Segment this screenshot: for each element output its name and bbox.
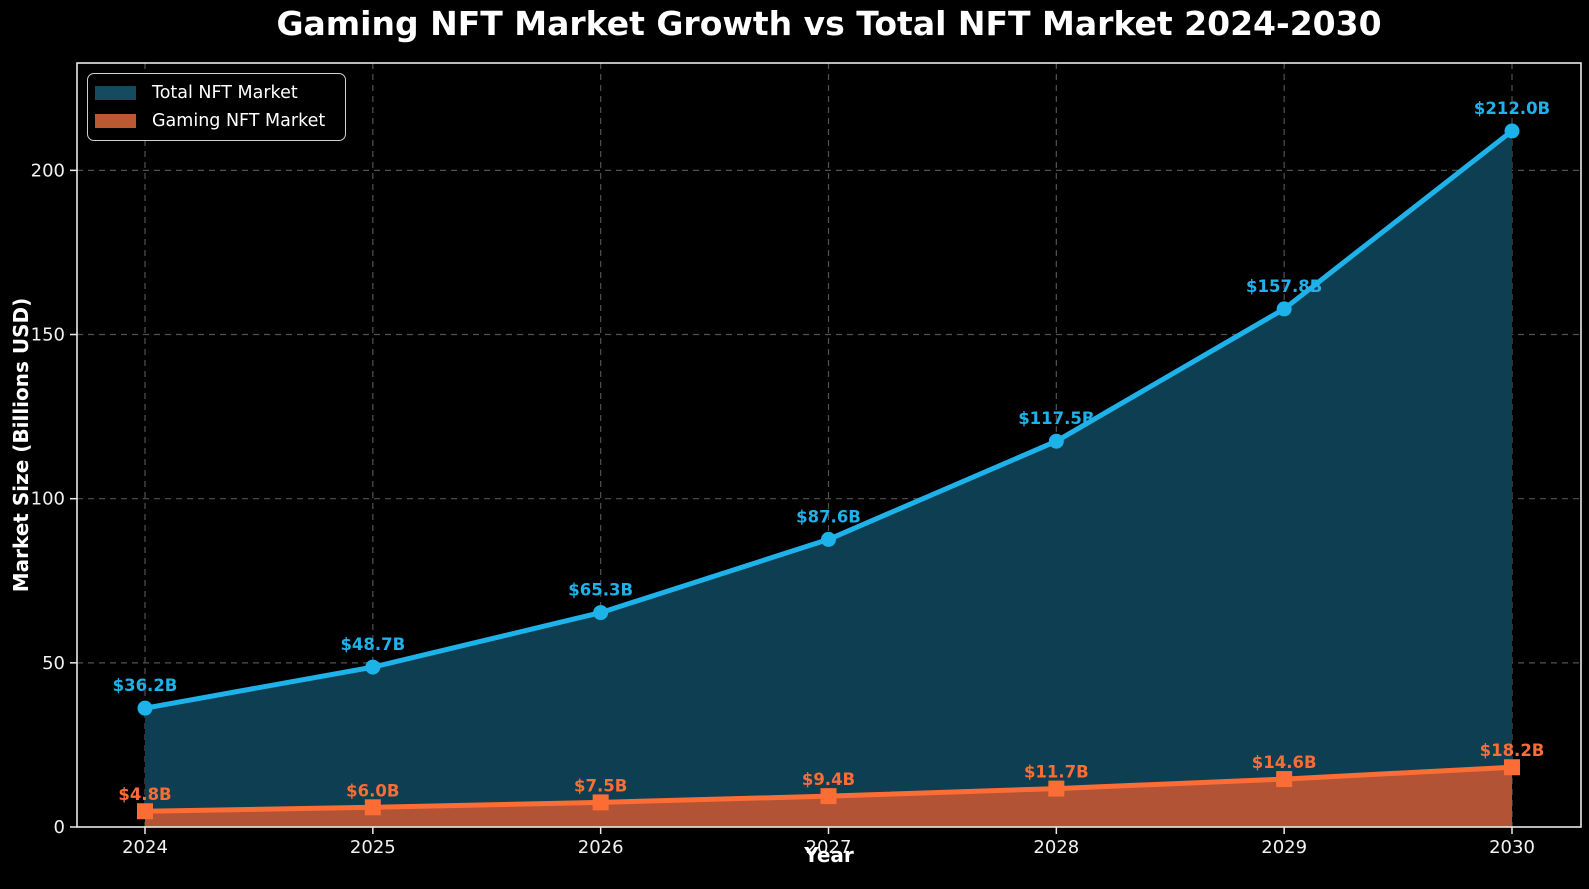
- gaming-point-label: $4.8B: [118, 785, 171, 804]
- gaming-marker: [1504, 759, 1520, 776]
- total-area-fill: [145, 130, 1512, 828]
- total-point-label: $65.3B: [568, 581, 633, 600]
- total-nft-swatch: [95, 86, 136, 101]
- total-point-label: $157.8B: [1246, 277, 1322, 296]
- gaming-marker: [1048, 780, 1065, 797]
- total-point-label: $117.5B: [1018, 409, 1094, 428]
- gaming-marker: [820, 788, 837, 805]
- gaming-marker: [137, 803, 153, 820]
- gaming-point-label: $9.4B: [802, 770, 855, 789]
- x-tick-label: 2030: [1489, 837, 1535, 858]
- x-tick-label: 2026: [578, 837, 624, 858]
- gaming-point-label: $7.5B: [574, 776, 627, 795]
- gaming-point-label: $11.7B: [1024, 763, 1089, 782]
- x-axis-label: Year: [804, 843, 854, 867]
- y-tick-label: 50: [42, 653, 65, 674]
- legend: Total NFT Market Gaming NFT Market: [87, 73, 347, 142]
- x-tick-label: 2024: [122, 837, 168, 858]
- legend-label-gaming: Gaming NFT Market: [152, 111, 326, 132]
- gaming-point-label: $14.6B: [1252, 753, 1317, 772]
- total-marker: [821, 531, 836, 547]
- gaming-nft-swatch: [95, 114, 136, 129]
- y-tick-label: 100: [31, 489, 65, 510]
- x-tick-label: 2028: [1033, 837, 1079, 858]
- total-marker: [593, 605, 609, 621]
- legend-item-total: Total NFT Market: [95, 83, 325, 103]
- legend-item-gaming: Gaming NFT Market: [95, 111, 325, 131]
- total-point-label: $212.0B: [1474, 99, 1550, 118]
- legend-label-total: Total NFT Market: [152, 83, 298, 103]
- total-marker: [1048, 433, 1064, 449]
- x-tick-label: 2025: [350, 837, 396, 858]
- y-tick-label: 0: [54, 817, 65, 838]
- y-axis-label: Market Size (Billions USD): [9, 297, 33, 593]
- total-marker: [137, 700, 153, 716]
- gaming-marker: [364, 799, 381, 816]
- total-point-label: $36.2B: [113, 676, 178, 695]
- x-tick-label: 2029: [1261, 837, 1307, 858]
- gaming-marker: [1276, 771, 1293, 788]
- gaming-marker: [592, 794, 609, 811]
- x-tick-label: 2027: [806, 837, 852, 858]
- total-point-label: $87.6B: [796, 507, 861, 526]
- y-tick-label: 200: [31, 160, 65, 181]
- total-marker: [365, 659, 381, 675]
- gaming-point-label: $6.0B: [346, 781, 399, 800]
- total-marker: [1504, 123, 1520, 139]
- total-point-label: $48.7B: [340, 635, 405, 654]
- chart-title: Gaming NFT Market Growth vs Total NFT Ma…: [276, 4, 1382, 43]
- gaming-point-label: $18.2B: [1480, 741, 1545, 760]
- y-tick-label: 150: [31, 325, 65, 346]
- total-marker: [1276, 301, 1292, 317]
